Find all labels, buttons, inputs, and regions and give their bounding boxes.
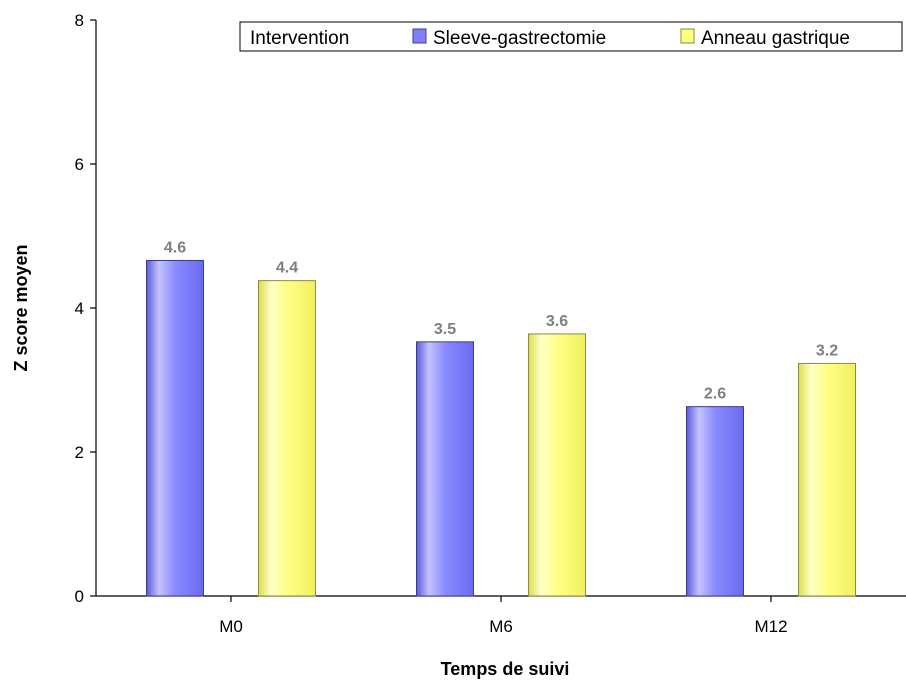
y-axis-title: Z score moyen (11, 244, 31, 371)
x-tick-label: M12 (754, 617, 787, 636)
y-tick-label: 8 (75, 11, 84, 30)
y-axis: 0 2 4 6 8 (75, 11, 97, 606)
legend-label-anneau: Anneau gastrique (701, 28, 850, 49)
bar-sleeve-m0 (146, 259, 204, 597)
data-label: 3.5 (434, 321, 456, 338)
bar-sleeve-m12 (686, 406, 744, 597)
bar-sleeve-m6 (416, 341, 474, 597)
data-labels: 4.6 4.4 3.5 3.6 2.6 3.2 (164, 239, 838, 402)
y-tick-label: 4 (75, 299, 84, 318)
data-label: 4.4 (276, 260, 298, 277)
legend-label-sleeve: Sleeve-gastrectomie (433, 28, 606, 49)
legend: Intervention Sleeve-gastrectomie Anneau … (239, 21, 903, 52)
y-tick-label: 6 (75, 155, 84, 174)
x-tick-label: M6 (489, 617, 513, 636)
y-tick-label: 0 (75, 587, 84, 606)
bars (146, 259, 856, 597)
legend-title: Intervention (250, 28, 349, 49)
x-axis-title: Temps de suivi (441, 659, 570, 679)
legend-frame (239, 21, 903, 52)
data-label: 4.6 (164, 239, 186, 256)
y-tick-label: 2 (75, 443, 84, 462)
data-label: 3.2 (816, 342, 838, 359)
x-tick-label: M0 (219, 617, 243, 636)
legend-swatch-anneau (680, 28, 695, 44)
bar-anneau-m6 (528, 333, 586, 597)
data-label: 2.6 (704, 386, 726, 403)
x-axis: M0 M6 M12 (96, 595, 906, 636)
data-label: 3.6 (546, 313, 568, 330)
bar-anneau-m0 (258, 280, 316, 597)
bar-anneau-m12 (798, 362, 856, 597)
legend-swatch-sleeve (412, 28, 427, 44)
